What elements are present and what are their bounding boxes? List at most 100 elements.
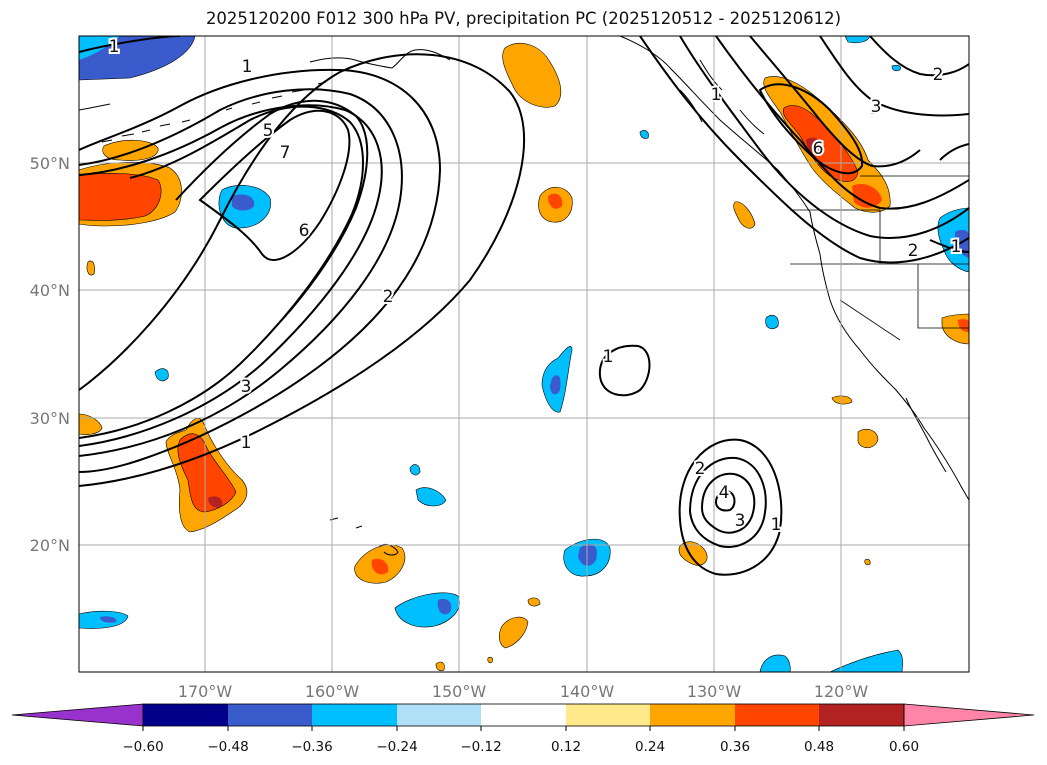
contour-label: 3: [871, 97, 882, 117]
lat-label: 20°N: [30, 536, 70, 555]
canada-coast: [619, 36, 821, 255]
contour-label: 3: [241, 377, 252, 397]
gridlines: [79, 36, 969, 672]
neg-patch: [759, 654, 791, 672]
pv-contour-ne-6: [819, 36, 969, 117]
pv-contour-3: [79, 88, 403, 457]
pos-patch: [502, 42, 562, 108]
contour-label: 3: [735, 511, 746, 531]
colorbar-tick-label: 0.12: [551, 739, 581, 755]
lat-label: 50°N: [30, 154, 70, 173]
alaska-peninsula-coast: [309, 49, 451, 69]
neg-patch: [829, 649, 903, 672]
lon-label: 140°W: [560, 682, 615, 701]
colorbar: [11, 703, 1035, 731]
pos-patch: [527, 597, 541, 607]
lat-label: 30°N: [30, 409, 70, 428]
neg-patch: [765, 314, 779, 330]
colorbar-extend-low: [11, 703, 144, 727]
neg-patch: [100, 616, 117, 623]
lat-label: 40°N: [30, 281, 70, 300]
pv-contour-ne-5: [758, 83, 864, 175]
pv-contour-2: [79, 68, 442, 473]
canada-islands: [679, 59, 765, 135]
colorbar-tick-labels: −0.60 −0.48 −0.36 −0.24 −0.12 0.12 0.24 …: [122, 739, 919, 755]
map-frame: [78, 35, 970, 673]
pos-patch: [831, 395, 853, 405]
baja-coast: [905, 397, 947, 473]
colorbar-tick-label: −0.36: [291, 739, 332, 755]
lon-label: 150°W: [432, 682, 487, 701]
colorbar-segment: [650, 704, 735, 726]
contour-label: 1: [771, 515, 782, 535]
contour-label: 1: [711, 85, 722, 105]
pv-contour-6: [175, 99, 369, 323]
contour-label: 1: [242, 57, 253, 77]
latitude-labels: 50°N 40°N 30°N 20°N: [30, 154, 70, 555]
colorbar-tick-label: −0.60: [122, 739, 163, 755]
neg-patch: [639, 130, 649, 139]
contour-label: 2: [907, 241, 918, 261]
pv-contour-labels: 1 1 2 3 5 7 6 2 3 1 1 2 4 3 1 1 3 2 2 1 …: [107, 36, 964, 537]
pos-patch: [86, 260, 95, 276]
neg-patch: [550, 375, 561, 395]
pv-low-1: [678, 438, 783, 576]
map-title: 2025120200 F012 300 hPa PV, precipitatio…: [205, 9, 842, 28]
us-west-coast: [819, 253, 969, 501]
pv-low-2: [688, 456, 767, 548]
colorbar-segment: [566, 704, 650, 726]
pos-patch: [487, 656, 493, 664]
precip-shading: [79, 36, 969, 672]
neg-patch: [154, 368, 169, 382]
pv-contour-ne-4: [749, 36, 921, 168]
colorbar-segment: [228, 704, 312, 726]
pv-contour-ne-1: [639, 36, 969, 264]
neg-patch: [79, 36, 196, 81]
pv-contour-ne-7: [869, 36, 969, 77]
neg-patch: [232, 194, 255, 211]
colorbar-tick-label: 0.36: [720, 739, 750, 755]
lon-label: 120°W: [814, 682, 869, 701]
lon-label: 170°W: [178, 682, 233, 701]
contour-label: 3: [870, 99, 881, 119]
us-state-borders: [790, 209, 969, 341]
contour-label: 1: [109, 37, 120, 57]
lon-label: 130°W: [687, 682, 742, 701]
contour-label: 2: [933, 65, 944, 85]
pos-patch: [177, 433, 237, 513]
pos-patch: [733, 201, 756, 229]
contour-label: 1: [241, 433, 252, 453]
colorbar-segment: [481, 704, 566, 726]
pos-patch: [852, 183, 882, 208]
hawaiian-islands: [329, 517, 399, 556]
pos-patch: [958, 319, 969, 332]
contour-label: 2: [695, 459, 706, 479]
pos-patch: [79, 413, 103, 436]
political-borders: [790, 175, 969, 341]
pv-contour-7: [198, 110, 351, 261]
neg-patch: [891, 64, 901, 72]
coastlines: [79, 36, 969, 556]
colorbar-frame: [142, 703, 905, 727]
pv-low-4: [714, 490, 736, 512]
colorbar-tick-label: 0.48: [804, 739, 834, 755]
pos-patch: [371, 558, 389, 575]
neg-patch: [437, 598, 452, 615]
contour-label: 2: [383, 287, 394, 307]
pos-patch: [208, 496, 223, 508]
contour-label: 1: [951, 237, 962, 257]
map-area: 1 1 2 3 5 7 6 2 3 1 1 2 4 3 1 1 3 2 2 1 …: [79, 36, 969, 672]
contour-label: 6: [813, 139, 824, 159]
contour-label: 5: [263, 121, 274, 141]
pos-patch: [806, 137, 823, 153]
pv-small-low-1: [598, 344, 651, 397]
colorbar-tick-label: −0.48: [207, 739, 248, 755]
contour-label: 4: [719, 483, 730, 503]
pv-contour-ne-2: [679, 36, 969, 239]
contour-label: 7: [280, 143, 291, 163]
contour-label: 6: [299, 221, 310, 241]
longitude-labels: 170°W 160°W 150°W 140°W 130°W 120°W: [178, 682, 869, 701]
pv-contour-ne-3: [715, 36, 969, 210]
pos-patch: [857, 428, 879, 449]
